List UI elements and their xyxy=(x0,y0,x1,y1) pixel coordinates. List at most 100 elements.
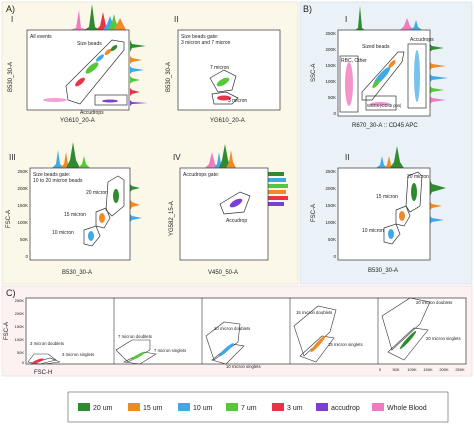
panel-c-sub2-singlets-label: 7 micron singlets xyxy=(154,348,186,353)
panel-a1-events xyxy=(43,45,118,103)
panel-c-sub4-singlets-label: 15 micron singlets xyxy=(328,342,363,347)
panel-a2-events-7um xyxy=(216,77,230,87)
panel-b1-ytick: 50K xyxy=(328,95,336,100)
panel-a2-gate-7um-label: 7 micron xyxy=(210,65,229,71)
panel-b2-ytick: 250K xyxy=(325,169,336,174)
panel-c-sub5-events xyxy=(399,331,417,349)
panel-a3: III 250K 200K 150K 100K 50K 0 Size beads… xyxy=(6,142,142,276)
panel-a1-size-gate xyxy=(65,39,125,105)
panel-a3-plot xyxy=(29,167,131,261)
panel-a3-events-20um xyxy=(113,189,119,203)
panel-a2: II Size beads gate: 3 micron and 7 micro… xyxy=(166,15,281,124)
panel-c-ytick: 250K xyxy=(15,298,25,303)
panel-a1-accudrop-gate-label: Accudrops xyxy=(80,110,104,116)
panel-b2-xlabel: B530_30-A xyxy=(368,268,398,274)
panel-c-sub2-doublets-label: 7 micron doublets xyxy=(118,334,152,339)
panel-c-ylabel: FSC-A xyxy=(4,322,10,340)
panel-c-sub1-singlet-gate xyxy=(29,357,61,365)
panel-c-xtick: 250K xyxy=(455,367,465,372)
panel-b1-ytick: 250K xyxy=(325,31,336,36)
panel-b2-events-10um xyxy=(388,229,394,239)
legend-label: 7 um xyxy=(241,405,257,412)
panel-a3-events-10um xyxy=(88,231,94,241)
panel-c: 250K 200K 150K 100K 50K 0 3 micron doubl… xyxy=(4,297,467,376)
panel-b1-top-histogram xyxy=(355,6,422,30)
panel-c-sub1-events xyxy=(32,358,44,364)
panel-a1-roman: I xyxy=(11,15,13,24)
panel-b2-plot xyxy=(337,167,431,261)
panel-a3-label2: 10 to 20 micron beads xyxy=(33,178,83,184)
legend-items: 20 um 15 um 10 um 7 um 3 um accudrop Whole Blo… xyxy=(78,403,427,412)
panel-c-xtick: 0 xyxy=(379,367,382,372)
panel-c-sub1-singlets-label: 3 micron singlets xyxy=(62,352,94,357)
panel-a3-roman: III xyxy=(9,153,16,162)
panel-b2-events-15um xyxy=(399,211,405,221)
legend-swatch xyxy=(78,403,90,411)
panel-b1-size-gate xyxy=(361,51,405,101)
panel-a2-gate-3um-label: 3 micron xyxy=(228,98,247,104)
panel-c-xaxis: 0 50K 100K 150K 200K 250K xyxy=(379,367,465,372)
panel-b1-ytick: 200K xyxy=(325,47,336,52)
panel-a3-gate-10um xyxy=(83,225,101,247)
legend-swatch xyxy=(128,403,140,411)
panel-a1: I All events Size beads Accudrops xyxy=(8,4,148,124)
panel-a2-gate-3um xyxy=(211,91,239,105)
panel-c-ytick: 200K xyxy=(15,311,25,316)
panel-a1-right-histogram xyxy=(130,40,148,106)
panel-a3-ylabel: FSC-A xyxy=(6,210,12,228)
panel-a3-yaxis: 250K 200K 150K 100K 50K 0 xyxy=(17,169,28,259)
section-a-label: A) xyxy=(6,4,15,14)
panel-b1-right-histogram xyxy=(430,44,448,104)
panel-c-sub1-doublets-label: 3 micron doublets xyxy=(30,341,64,346)
panel-b1-events xyxy=(345,50,420,106)
panel-b2-top-histogram xyxy=(376,146,404,168)
panel-c-xtick: 150K xyxy=(423,367,433,372)
panel-c-sub4-doublets-label: 15 micron doublets xyxy=(296,310,332,315)
panel-b1-ytick: 150K xyxy=(325,63,336,68)
panel-a4-right-histogram xyxy=(268,172,288,206)
panel-a3-gate-20um-label: 20 micron xyxy=(86,190,108,196)
legend-label: 10 um xyxy=(193,405,213,412)
panel-b2-roman: II xyxy=(345,153,349,162)
legend-swatch xyxy=(226,403,238,411)
legend-swatch xyxy=(272,403,284,411)
panel-a1-top-histogram xyxy=(70,4,126,30)
panel-c-dividers xyxy=(113,298,379,364)
panel-a2-ylabel: B530_30-A xyxy=(166,62,172,92)
panel-a4-ylabel: YG582_15-A xyxy=(169,201,175,236)
legend-label: 3 um xyxy=(287,405,303,412)
panel-a3-xlabel: B530_30-A xyxy=(62,270,92,276)
panel-a3-gate-15um xyxy=(95,207,111,229)
panel-b2-ytick: 150K xyxy=(325,203,336,208)
panel-c-sub3-events xyxy=(218,343,234,357)
panel-b2-yaxis: 250K 200K 150K 100K 50K 0 xyxy=(325,169,336,259)
panel-c-sub5-singlets-label: 20 micron singlets xyxy=(426,336,461,341)
panel-c-sub1-doublet-gate xyxy=(27,353,57,365)
panel-b1-xlabel: R670_30-A :: CD45 APC xyxy=(352,123,418,129)
panel-a3-right-histogram xyxy=(130,184,142,222)
legend-label: 15 um xyxy=(143,405,163,412)
panel-a2-gate-7um xyxy=(209,69,237,93)
panel-a2-label2: 3 micron and 7 micron xyxy=(181,40,231,46)
panel-b1: I 250K 200K 150K 100K 50K 0 xyxy=(311,6,448,129)
legend-swatch xyxy=(316,403,328,411)
panel-a4-events-accudrop xyxy=(229,198,243,208)
panel-a3-ytick: 50K xyxy=(20,237,28,242)
panel-c-sub4-singlet-gate xyxy=(299,335,335,363)
panel-a3-ytick: 0 xyxy=(25,254,28,259)
panel-c-sub5-doublets-label: 20 micron doublets xyxy=(416,300,452,305)
panel-c-xtick: 50K xyxy=(392,367,399,372)
panel-a4-accudrop-gate xyxy=(219,191,251,215)
panel-b1-accudrop-gate xyxy=(407,43,427,109)
panel-a3-events-15um xyxy=(99,213,105,223)
legend-label: accudrop xyxy=(331,405,360,412)
panel-a2-events-3um xyxy=(217,95,231,101)
panel-a1-accudrop-gate xyxy=(94,94,128,106)
panel-c-yaxis: 250K 200K 150K 100K 50K 0 xyxy=(15,298,25,365)
panel-c-xlabel: FSC-H xyxy=(34,370,52,376)
panel-b1-ylabel: SSC-A xyxy=(311,64,317,82)
panel-a3-label: Size beads gate: xyxy=(33,172,70,178)
panel-a2-roman: II xyxy=(174,15,178,24)
legend-swatch xyxy=(372,403,384,411)
